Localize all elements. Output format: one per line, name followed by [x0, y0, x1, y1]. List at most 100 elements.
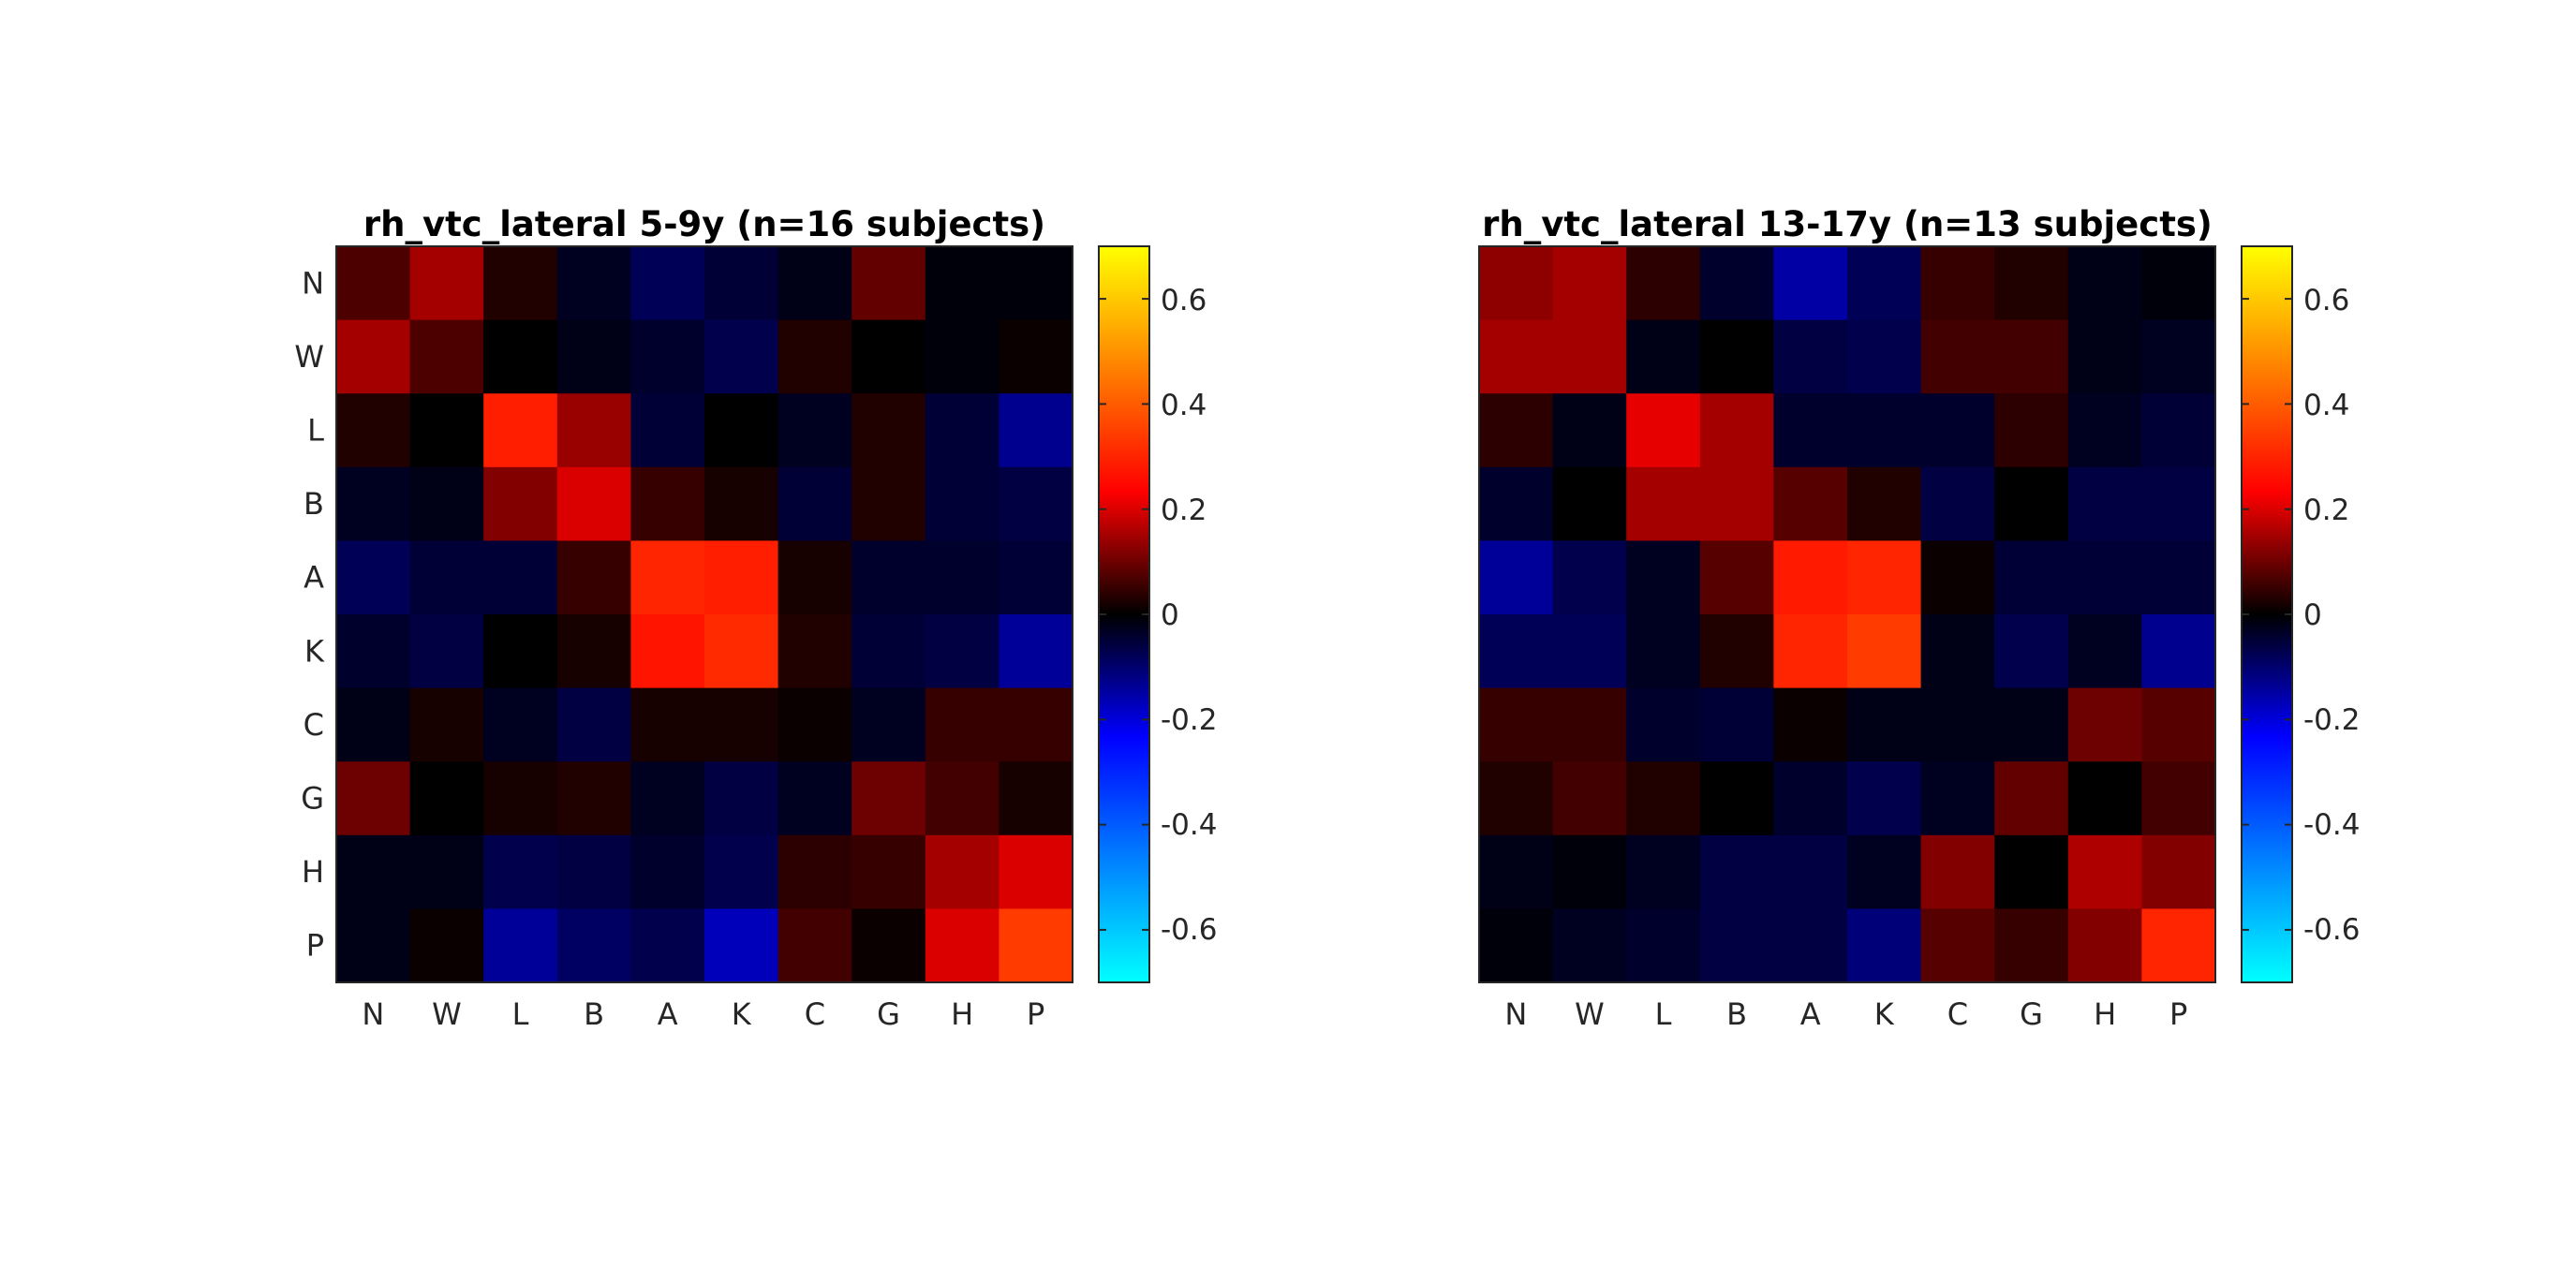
heatmap-cell — [999, 908, 1073, 983]
heatmap-cell — [630, 614, 705, 689]
heatmap-cell — [704, 834, 779, 909]
heatmap-cell — [704, 319, 779, 394]
heatmap-cell — [2141, 466, 2216, 541]
heatmap-cell — [2067, 614, 2142, 689]
heatmap-cell — [1699, 466, 1774, 541]
heatmap-cell — [1699, 834, 1774, 909]
heatmap-cell — [2067, 246, 2142, 321]
y-tick-label: W — [294, 339, 324, 375]
heatmap-cell — [1626, 908, 1701, 983]
colorbar-tick-label: 0.4 — [1161, 389, 1207, 422]
heatmap-cell — [1920, 614, 1995, 689]
heatmap-cell — [999, 614, 1073, 689]
heatmap-cell — [1626, 540, 1701, 615]
x-tick-label: C — [805, 996, 825, 1032]
heatmap-cell — [704, 908, 779, 983]
heatmap-cell — [1479, 540, 1554, 615]
x-tick-label: C — [1947, 996, 1968, 1032]
heatmap-cell — [409, 614, 484, 689]
chart-title-left: rh_vtc_lateral 5-9y (n=16 subjects) — [363, 204, 1045, 244]
heatmap-cell — [777, 761, 852, 836]
heatmap-cell — [556, 908, 631, 983]
y-tick-labels-left: N W L B A K C G H P — [294, 265, 325, 963]
heatmap-cell — [777, 540, 852, 615]
heatmap-cell — [1626, 246, 1701, 321]
heatmap-cell — [1699, 614, 1774, 689]
heatmap-cell — [1773, 834, 1848, 909]
heatmap-cell — [1479, 761, 1554, 836]
heatmap-cell — [556, 834, 631, 909]
heatmap-cell — [1479, 614, 1554, 689]
heatmap-cell — [777, 393, 852, 468]
heatmap-cell — [1994, 319, 2069, 394]
heatmap-cell — [409, 540, 484, 615]
x-tick-label: L — [1655, 996, 1672, 1032]
heatmap-cell — [1552, 834, 1627, 909]
heatmap-cell — [2141, 393, 2216, 468]
heatmap-cell — [1699, 319, 1774, 394]
heatmap-cell — [925, 246, 999, 321]
heatmap-cell — [925, 908, 999, 983]
heatmap-cell — [1773, 319, 1848, 394]
chart-title-right: rh_vtc_lateral 13-17y (n=13 subjects) — [1482, 204, 2213, 244]
y-tick-label: K — [304, 633, 325, 669]
colorbar-gradient — [1098, 245, 1150, 983]
heatmap-cell — [1479, 908, 1554, 983]
heatmap-cell — [1994, 761, 2069, 836]
y-tick-label: L — [307, 413, 324, 449]
heatmap-cell — [483, 466, 558, 541]
heatmap-cell — [556, 614, 631, 689]
heatmap-cell — [409, 687, 484, 762]
x-tick-label: K — [732, 996, 752, 1032]
heatmap-cell — [630, 834, 705, 909]
heatmap-cell — [409, 466, 484, 541]
heatmap-cell — [483, 834, 558, 909]
heatmap-cell — [1626, 319, 1701, 394]
colorbar-tick-label: -0.6 — [2303, 913, 2361, 947]
heatmap-cell — [777, 834, 852, 909]
heatmap-cell — [1479, 246, 1554, 321]
heatmap-cell — [999, 393, 1073, 468]
heatmap-cell — [630, 540, 705, 615]
heatmap-cell — [851, 246, 926, 321]
heatmap-cell — [777, 319, 852, 394]
heatmap-cell — [1552, 540, 1627, 615]
heatmap-cell — [1773, 614, 1848, 689]
heatmap-cell — [1847, 246, 1922, 321]
heatmap-cell — [925, 540, 999, 615]
heatmap-cell — [1479, 319, 1554, 394]
heatmap-cell — [556, 393, 631, 468]
heatmap-cell — [409, 834, 484, 909]
heatmap-cell — [851, 393, 926, 468]
heatmap-cell — [409, 319, 484, 394]
heatmap-cell — [1920, 687, 1995, 762]
plot-frame-right — [1478, 245, 2216, 983]
heatmap-cell — [556, 687, 631, 762]
x-tick-labels-right: N W L B A K C G H P — [1504, 996, 2187, 1032]
heatmap-cell — [1552, 246, 1627, 321]
heatmap-cell — [1920, 393, 1995, 468]
heatmap-cell — [1847, 540, 1922, 615]
heatmap-cell — [1994, 834, 2069, 909]
heatmap-cell — [704, 614, 779, 689]
x-tick-label: H — [2094, 996, 2116, 1032]
heatmap-cell — [851, 540, 926, 615]
heatmap-cell — [1699, 246, 1774, 321]
heatmap-cell — [999, 834, 1073, 909]
heatmap-cell — [925, 393, 999, 468]
heatmap-cell — [851, 908, 926, 983]
heatmap-cell — [2067, 319, 2142, 394]
colorbar-tick-marks-left — [1099, 298, 1149, 931]
colorbar-tick-label: 0.6 — [2303, 284, 2349, 317]
heatmap-cell — [2067, 761, 2142, 836]
heatmap-cell — [777, 246, 852, 321]
heatmap-cell — [2067, 834, 2142, 909]
x-tick-label: H — [951, 996, 973, 1032]
heatmap-cell — [1699, 393, 1774, 468]
heatmap-cell — [1552, 393, 1627, 468]
heatmap-cell — [1699, 540, 1774, 615]
heatmap-cell — [1626, 466, 1701, 541]
heatmap-cell — [851, 319, 926, 394]
heatmap-cell — [925, 761, 999, 836]
